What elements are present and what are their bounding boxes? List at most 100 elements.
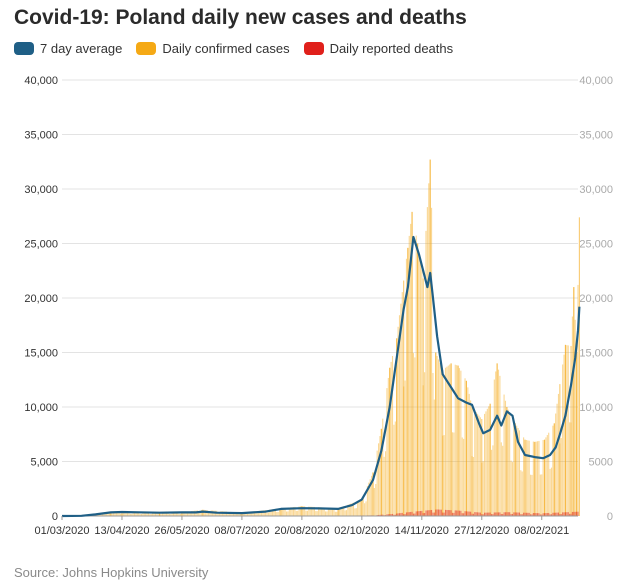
case-bar (256, 513, 258, 516)
case-bar (283, 508, 285, 516)
case-bar (186, 511, 189, 516)
case-bar (313, 506, 315, 516)
case-bar (333, 508, 335, 516)
case-bar (458, 368, 461, 516)
x-tick-label-2: 26/05/2020 (154, 525, 209, 536)
case-bar (507, 409, 509, 516)
case-bar (463, 438, 465, 516)
death-bar (573, 511, 575, 516)
case-bar (429, 159, 431, 516)
case-bar (106, 512, 108, 516)
x-tick-label-7: 27/12/2020 (454, 525, 509, 536)
case-bar (528, 440, 530, 516)
case-bar (124, 511, 126, 516)
case-bar (531, 474, 533, 516)
death-bar (506, 512, 508, 516)
case-bar (538, 440, 540, 516)
case-bar (277, 511, 279, 516)
death-bar (481, 514, 483, 516)
case-bar (260, 510, 262, 516)
y-right-tick-label-20000: 20,000 (579, 293, 613, 305)
case-bar (308, 506, 310, 516)
case-bar (355, 508, 357, 516)
case-bar (239, 512, 242, 516)
case-bar (453, 432, 455, 516)
death-bar (517, 512, 519, 516)
case-bar (253, 511, 256, 516)
case-bar (181, 512, 183, 516)
case-bar (524, 439, 526, 516)
death-bar (556, 512, 558, 516)
case-bar (198, 512, 200, 516)
case-bar (337, 508, 339, 516)
case-bar (117, 511, 119, 516)
case-bar (541, 474, 543, 516)
case-bar (246, 513, 249, 516)
case-bar (235, 512, 237, 516)
case-bar (251, 511, 253, 516)
case-bar (535, 441, 537, 516)
case-bar (139, 513, 141, 516)
case-bar (200, 509, 203, 516)
case-bar (396, 338, 398, 516)
death-bar (397, 513, 399, 516)
case-bar (207, 512, 209, 516)
case-bar (323, 507, 325, 516)
case-bar (135, 512, 137, 516)
death-bar (454, 510, 456, 516)
death-bar (426, 510, 428, 516)
y-right-tick-label-15000: 15,000 (579, 348, 613, 360)
chart: 0 0 5,000 5000 10,000 10,000 15,000 15,000 20,00… (24, 75, 613, 536)
case-bar (523, 437, 525, 516)
case-bar (431, 207, 433, 517)
death-bar (548, 512, 550, 516)
death-bar (456, 510, 458, 516)
case-bar (108, 511, 110, 516)
case-bar (280, 508, 282, 516)
death-bar (541, 514, 543, 516)
death-bar (414, 513, 416, 516)
death-bar (386, 514, 388, 516)
death-bar (509, 512, 511, 516)
death-bar (378, 514, 380, 516)
case-bar (550, 467, 553, 516)
case-bar (228, 513, 230, 516)
case-bar (419, 260, 421, 516)
case-bar (481, 418, 483, 516)
death-bar (536, 513, 539, 516)
case-bar (578, 217, 580, 516)
case-bar (258, 513, 260, 516)
x-tick-label-1: 13/04/2020 (94, 525, 149, 536)
case-bar (255, 511, 257, 516)
x-tick-label-5: 02/10/2020 (334, 525, 389, 536)
death-bar (447, 510, 449, 516)
y-right-tick-label-25000: 25,000 (579, 239, 613, 251)
case-bar (378, 443, 380, 516)
case-bar (175, 512, 177, 516)
case-bar (227, 513, 229, 516)
death-bar (552, 512, 554, 516)
case-bar (433, 399, 435, 516)
case-bar (237, 514, 239, 516)
death-bar (577, 511, 579, 516)
case-bar (110, 511, 112, 516)
case-bar (555, 413, 557, 516)
legend-label-7-day-average: 7 day average (40, 41, 123, 56)
case-bar (161, 512, 163, 516)
case-bar (546, 435, 548, 516)
case-bar (244, 512, 246, 516)
case-bar (465, 380, 467, 516)
case-bar (502, 445, 504, 516)
death-bar (382, 514, 384, 516)
case-bar (331, 508, 334, 516)
death-bar (571, 511, 573, 516)
case-bar (511, 462, 514, 516)
case-bar (164, 512, 166, 516)
death-bar (465, 511, 467, 516)
case-bar (179, 513, 182, 516)
death-bar (464, 511, 466, 516)
case-bar (315, 511, 317, 516)
death-bar (489, 512, 491, 516)
case-bar (142, 512, 144, 516)
case-bar (287, 511, 289, 516)
